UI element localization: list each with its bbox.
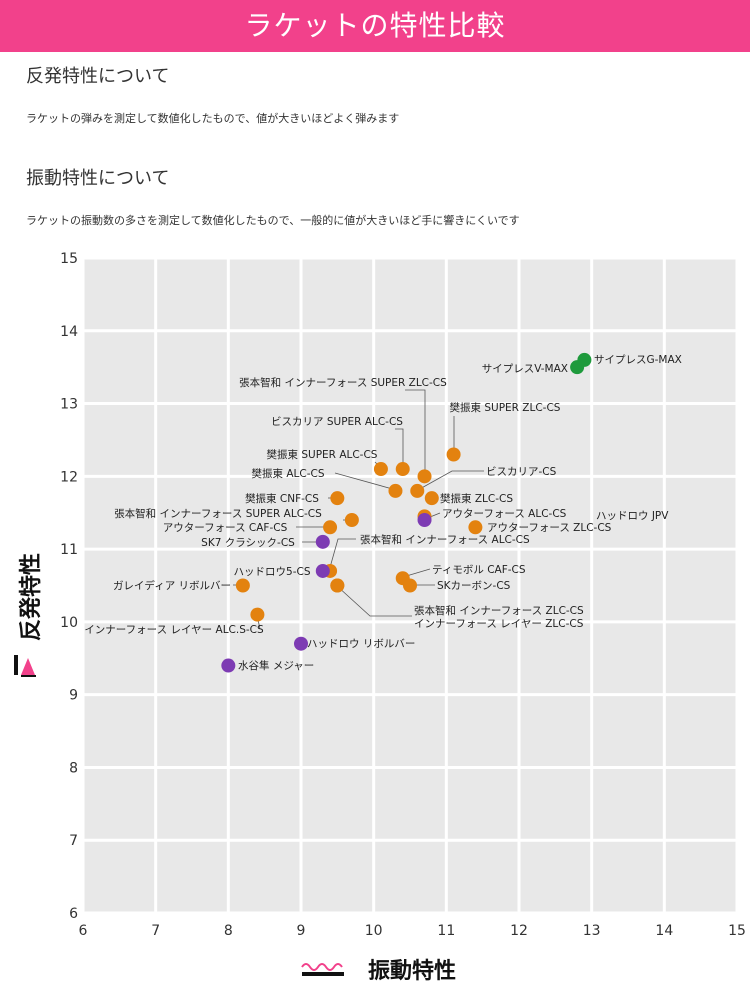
point-labels: サイプレスG-MAX サイプレスV-MAX 張本智和 インナーフォース SUPER … [84,354,682,672]
data-point [344,513,359,527]
leader-line [417,470,484,491]
y-tick-label: 9 [69,688,78,704]
point-label: アウターフォース ALC-CS [442,508,567,520]
x-tick-labels: 6 7 8 9 10 11 12 13 14 15 [79,923,746,939]
x-tick-label: 13 [583,923,601,939]
grid-lines [81,256,739,915]
data-point [315,534,330,549]
point-label: インナーフォース レイヤー ZLC-CS [414,618,584,630]
data-point [330,491,345,506]
y-tick-label: 6 [69,906,78,922]
point-label: 水谷隼 メジャー [238,659,314,672]
y-tick-label: 7 [69,833,78,849]
page-header: ラケットの特性比較 [0,0,750,52]
point-label: ハッドロウ5-CS [234,566,311,578]
data-point [294,636,308,651]
leader-line [405,389,426,476]
point-label: サイプレスG-MAX [594,354,682,366]
point-label: ハッドロウ リボルバー [307,638,415,650]
y-tick-label: 14 [60,324,78,340]
leader-line [334,472,397,491]
data-point [330,578,345,593]
section-desc-vibration: ラケットの振動数の多さを測定して数値化したもので、一般的に値が大きいほど手に響き… [26,214,520,227]
y-axis-bar-icon [14,655,18,675]
data-point [221,658,236,673]
point-label: SK7 クラシック-CS [201,537,295,549]
x-tick-label: 6 [79,923,88,939]
leader-line [395,428,404,468]
point-label: 樊振東 CNF-CS [245,492,319,505]
y-tick-label: 8 [69,760,78,776]
y-tick-labels: 6 7 8 9 10 11 12 13 14 15 [60,251,78,922]
x-tick-label: 15 [728,923,746,939]
data-point [570,360,585,375]
point-label: 樊振東 ALC-CS [252,467,325,480]
data-point [250,607,265,622]
section-title-vibration: 振動特性について [26,168,170,189]
point-label: 張本智和 インナーフォース ZLC-CS [414,604,584,617]
y-tick-label: 11 [60,542,78,558]
section-desc-repulsion: ラケットの弾みを測定して数値化したもので、値が大きいほどよく弾みます [26,112,400,125]
point-label: アウターフォース ZLC-CS [487,522,612,534]
point-label: 張本智和 インナーフォース ALC-CS [360,533,530,546]
x-tick-label: 12 [510,923,528,939]
point-label: 樊振東 ZLC-CS [440,492,513,505]
point-label: サイプレスV-MAX [482,363,568,375]
data-point [417,513,432,527]
data-point [446,447,461,462]
y-tick-label: 15 [60,251,78,267]
point-label: 樊振東 SUPER ALC-CS [267,448,378,461]
x-axis-bar-icon [302,972,344,976]
data-point [235,578,250,593]
leader-line [336,585,412,617]
point-label: ハッドロウ JPV [596,510,669,522]
y-axis-title-group: 反発特性 [14,553,44,677]
x-tick-label: 14 [655,923,673,939]
point-label: ビスカリア SUPER ALC-CS [271,416,403,428]
data-point [373,462,388,477]
point-label: アウターフォース CAF-CS [163,522,288,534]
y-axis-title: 反発特性 [18,553,44,641]
x-tick-label: 8 [224,923,233,939]
x-axis-wave-icon [301,963,343,971]
x-tick-label: 10 [365,923,383,939]
data-points [221,352,592,673]
data-point [417,469,432,484]
y-tick-label: 12 [60,469,78,485]
scatter-chart: 6 7 8 9 10 11 12 13 14 15 6 7 8 9 10 11 12 13 14 15 サイプレスG… [14,251,746,984]
data-point [424,491,439,506]
point-label: 張本智和 インナーフォース SUPER ALC-CS [114,507,322,520]
section-title-repulsion: 反発特性について [26,66,170,87]
data-point [323,520,338,535]
point-label: SKカーボン-CS [437,580,511,592]
point-label: ティモボル CAF-CS [432,564,526,576]
y-tick-label: 10 [60,615,78,631]
x-tick-label: 7 [151,923,160,939]
point-label: インナーフォース レイヤー ALC.S-CS [84,624,264,636]
leader-line [328,538,356,572]
data-point [395,462,410,477]
page-title: ラケットの特性比較 [244,9,506,42]
data-point [403,578,417,593]
data-point [315,563,330,578]
x-axis-title-group: 振動特性 [301,958,456,984]
point-label: 張本智和 インナーフォース SUPER ZLC-CS [239,376,447,389]
point-label: ガレイディア リボルバー [113,579,231,592]
data-point [388,483,403,498]
x-axis-title: 振動特性 [368,958,456,984]
data-point [468,520,483,535]
x-tick-label: 9 [297,923,306,939]
point-label: 樊振東 SUPER ZLC-CS [450,401,561,414]
y-axis-arrow-icon [21,658,35,675]
data-point [410,483,425,498]
x-tick-label: 11 [437,923,455,939]
point-label: ビスカリア-CS [486,466,557,478]
y-tick-label: 13 [60,397,78,413]
